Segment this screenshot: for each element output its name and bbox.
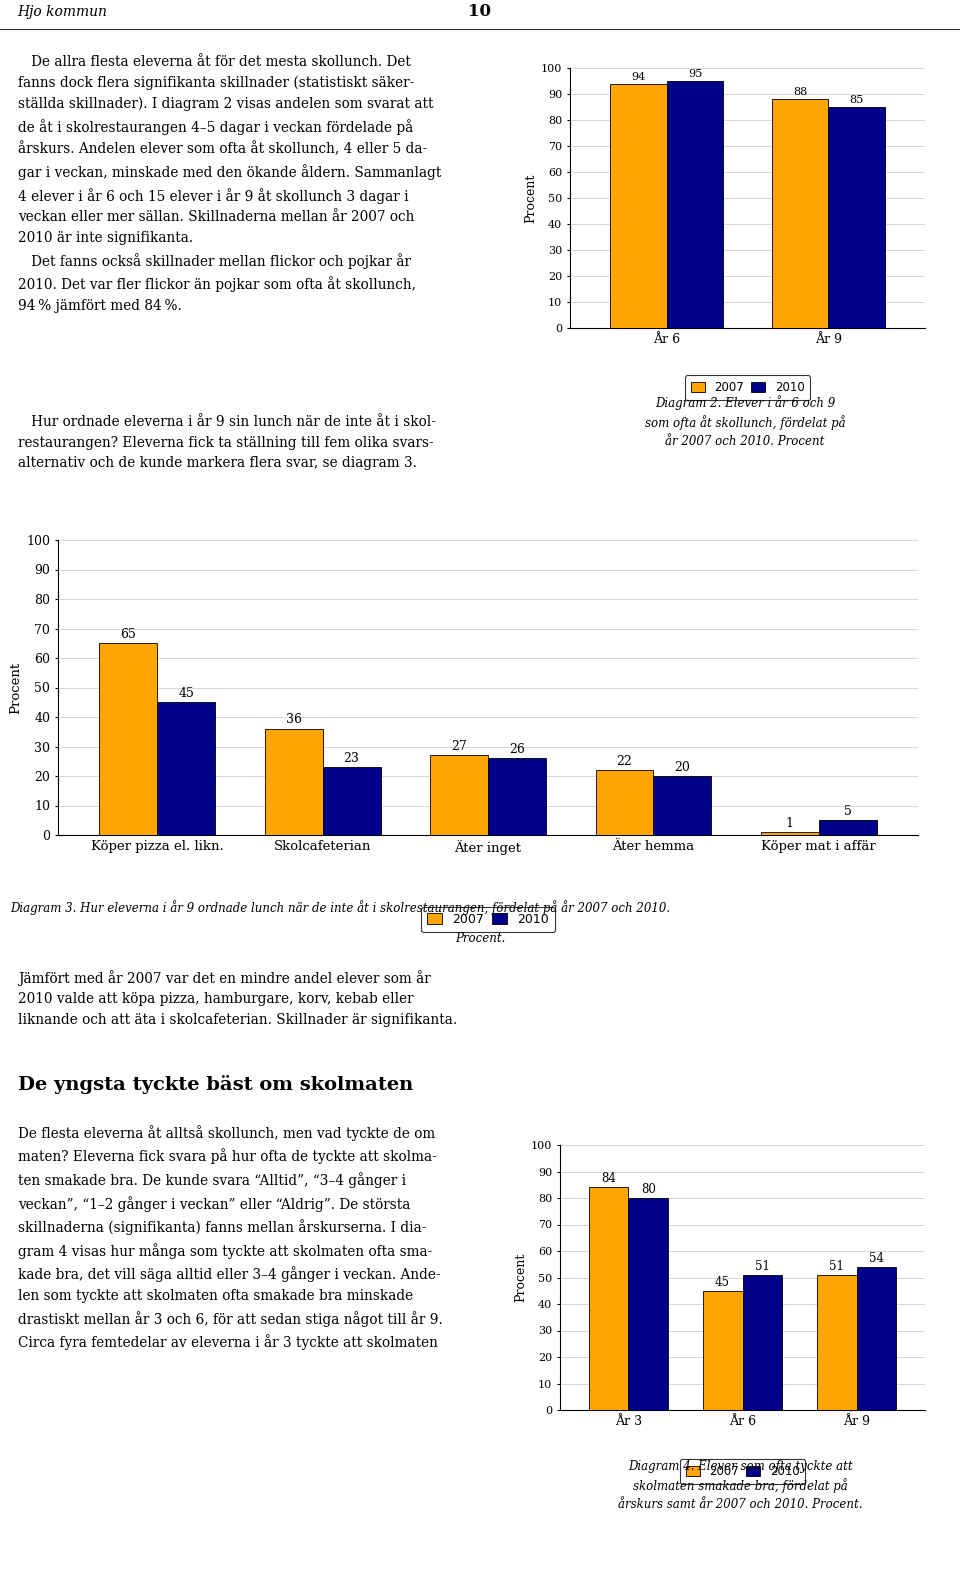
Bar <box>817 1274 856 1410</box>
Text: 85: 85 <box>850 94 864 106</box>
Bar <box>611 83 667 328</box>
Text: Diagram 2. Elever i år 6 och 9
som ofta åt skollunch, fördelat på
år 2007 och 20: Diagram 2. Elever i år 6 och 9 som ofta … <box>645 395 846 447</box>
Text: 22: 22 <box>616 754 633 767</box>
Bar <box>588 1188 629 1410</box>
Bar <box>157 702 215 835</box>
Legend: 2007, 2010: 2007, 2010 <box>680 1458 805 1484</box>
Text: 20: 20 <box>674 761 690 773</box>
Text: Diagram 3. Hur eleverna i år 9 ordnade lunch när de inte åt i skolrestaurangen, : Diagram 3. Hur eleverna i år 9 ordnade l… <box>10 899 670 915</box>
Bar <box>629 1199 668 1410</box>
Text: Hjo kommun: Hjo kommun <box>17 5 108 19</box>
Text: Diagram 4. Elever som ofta tyckte att
skolmaten smakade bra, fördelat på
årskurs: Diagram 4. Elever som ofta tyckte att sk… <box>617 1460 862 1510</box>
Y-axis label: Procent: Procent <box>514 1252 527 1303</box>
Bar <box>323 767 380 835</box>
Text: 88: 88 <box>793 87 807 98</box>
Bar <box>856 1266 897 1410</box>
Bar <box>99 643 157 835</box>
Text: De yngsta tyckte bäst om skolmaten: De yngsta tyckte bäst om skolmaten <box>18 1076 413 1095</box>
Bar <box>761 832 819 835</box>
Text: De allra flesta eleverna åt för det mesta skollunch. Det
fanns dock flera signif: De allra flesta eleverna åt för det mest… <box>18 55 442 313</box>
Bar <box>430 756 488 835</box>
Text: Hur ordnade eleverna i år 9 sin lunch när de inte åt i skol-
restaurangen? Eleve: Hur ordnade eleverna i år 9 sin lunch nä… <box>18 414 436 471</box>
Bar <box>488 758 546 835</box>
Text: 45: 45 <box>179 687 194 699</box>
Bar <box>667 80 723 328</box>
Text: 36: 36 <box>286 713 301 726</box>
Y-axis label: Procent: Procent <box>10 662 22 713</box>
Text: 51: 51 <box>829 1260 844 1273</box>
Text: 26: 26 <box>509 743 525 756</box>
Text: 84: 84 <box>601 1172 616 1186</box>
Bar <box>265 729 323 835</box>
Text: 80: 80 <box>641 1183 656 1195</box>
Text: 1: 1 <box>786 817 794 830</box>
Text: 45: 45 <box>715 1276 730 1288</box>
Text: De flesta eleverna åt alltså skollunch, men vad tyckte de om
maten? Eleverna fic: De flesta eleverna åt alltså skollunch, … <box>18 1125 443 1350</box>
Bar <box>742 1274 782 1410</box>
Text: 27: 27 <box>451 740 467 753</box>
Text: 51: 51 <box>755 1260 770 1273</box>
Text: 94: 94 <box>632 71 646 82</box>
Text: 5: 5 <box>844 805 852 817</box>
Legend: 2007, 2010: 2007, 2010 <box>684 375 810 400</box>
Bar <box>828 107 885 328</box>
Text: 10: 10 <box>468 3 492 20</box>
Text: 65: 65 <box>120 628 136 641</box>
Text: 95: 95 <box>688 69 702 79</box>
Bar <box>819 821 876 835</box>
Text: 54: 54 <box>869 1252 884 1265</box>
Legend: 2007, 2010: 2007, 2010 <box>421 907 555 932</box>
Bar <box>772 99 828 328</box>
Bar <box>703 1292 742 1410</box>
Bar <box>595 770 654 835</box>
Bar <box>654 776 711 835</box>
Text: 23: 23 <box>344 751 359 765</box>
Text: Procent.: Procent. <box>455 932 505 945</box>
Text: Jämfört med år 2007 var det en mindre andel elever som år
2010 valde att köpa pi: Jämfört med år 2007 var det en mindre an… <box>18 970 457 1027</box>
Y-axis label: Procent: Procent <box>524 173 537 222</box>
